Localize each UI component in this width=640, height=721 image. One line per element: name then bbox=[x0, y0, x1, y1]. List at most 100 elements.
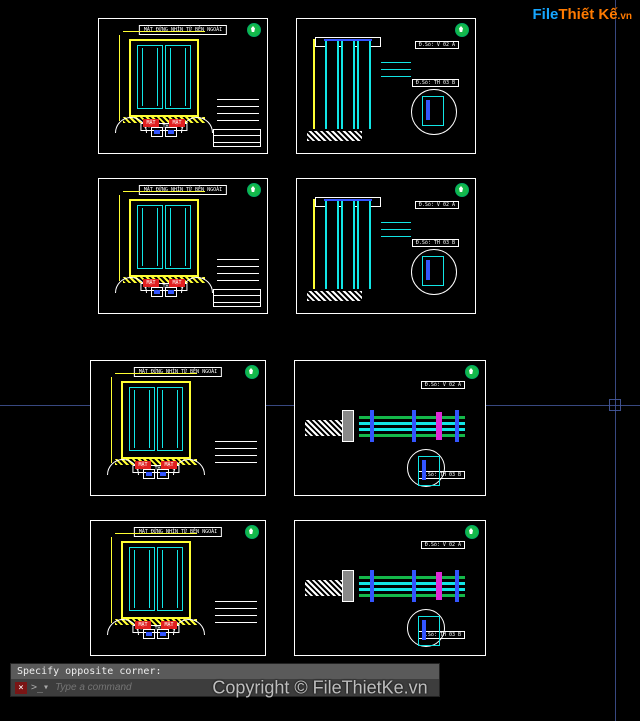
profile-right bbox=[157, 469, 169, 479]
vertical-section: Đ.Số: V 02 A Đ.Số: TH 03 B bbox=[307, 195, 385, 301]
mullion-c bbox=[357, 41, 371, 129]
notes-block bbox=[381, 219, 411, 243]
jamb-block bbox=[342, 570, 354, 602]
profile-left bbox=[143, 469, 155, 479]
notes-block bbox=[217, 96, 259, 127]
profile-right bbox=[157, 629, 169, 639]
section-label-b: Đ.Số: TH 03 B bbox=[412, 239, 459, 247]
swing-tag-left: MẶT bbox=[135, 461, 151, 469]
horizontal-section: Đ.Số: V 02 A Đ.Số: TH 03 B bbox=[305, 379, 475, 481]
mullion-b bbox=[341, 201, 355, 289]
dim-vertical bbox=[313, 199, 319, 289]
plan-swing: MẶT MẶT bbox=[115, 121, 213, 143]
door-leaf-right bbox=[157, 387, 183, 451]
notes-block bbox=[217, 256, 259, 287]
door-elevation: Đ.Số: TH 03 B bbox=[129, 39, 199, 117]
profile-left bbox=[151, 287, 163, 297]
mullion-b bbox=[341, 41, 355, 129]
legend-table bbox=[213, 129, 261, 147]
mullion-a bbox=[325, 41, 339, 129]
section-sheet: Đ.Số: V 02 A Đ.Số: TH 03 B bbox=[294, 360, 486, 496]
dimension-horizontal bbox=[115, 533, 197, 538]
swing-tag-right: MẶT bbox=[169, 119, 185, 127]
mullion-c bbox=[357, 201, 371, 289]
door-elevation: Đ.Số: TH 03 B bbox=[121, 541, 191, 619]
floor-hatch bbox=[307, 131, 362, 141]
crosshair-pickbox bbox=[609, 399, 621, 411]
floor-hatch bbox=[307, 291, 362, 301]
profile-left bbox=[151, 127, 163, 137]
dimension-vertical bbox=[111, 537, 116, 623]
track-rails bbox=[359, 414, 464, 438]
swing-arc-right bbox=[173, 459, 205, 491]
section-label-a: Đ.Số: V 02 A bbox=[421, 541, 465, 549]
door-leaf-left bbox=[129, 547, 155, 611]
notes-block bbox=[215, 438, 257, 469]
crosshair-vertical bbox=[615, 0, 616, 721]
section-label-a: Đ.Số: V 02 A bbox=[415, 201, 459, 209]
profile-left bbox=[143, 629, 155, 639]
swing-tag-left: MẶT bbox=[143, 119, 159, 127]
approval-stamp-icon bbox=[455, 183, 469, 197]
section-label-b: Đ.Số: TH 03 B bbox=[412, 79, 459, 87]
dim-vertical bbox=[313, 39, 319, 129]
section-sheet: Đ.Số: V 02 A Đ.Số: TH 03 B bbox=[296, 18, 476, 154]
dimension-vertical bbox=[111, 377, 116, 463]
section-sheet: Đ.Số: V 02 A Đ.Số: TH 03 B bbox=[294, 520, 486, 656]
section-label-a: Đ.Số: V 02 A bbox=[421, 381, 465, 389]
swing-tag-right: MẶT bbox=[161, 461, 177, 469]
swing-tag-right: MẶT bbox=[169, 279, 185, 287]
profile-right bbox=[165, 127, 177, 137]
notes-block bbox=[215, 598, 257, 629]
approval-stamp-icon bbox=[247, 183, 261, 197]
command-prompt-icon: >_▾ bbox=[31, 682, 49, 693]
notes-block bbox=[381, 59, 411, 83]
track-rails bbox=[359, 574, 464, 598]
elevation-sheet: MẶT ĐỨNG NHÌN TỪ BÊN NGOÀI Đ.Số: TH 03 B… bbox=[98, 178, 268, 314]
swing-arc-right bbox=[181, 277, 213, 309]
door-leaf-left bbox=[137, 205, 163, 269]
door-elevation: Đ.Số: TH 03 B bbox=[121, 381, 191, 459]
plan-swing: MẶT MẶT bbox=[107, 623, 205, 645]
approval-stamp-icon bbox=[245, 365, 259, 379]
dimension-horizontal bbox=[115, 373, 197, 378]
swing-tag-left: MẶT bbox=[135, 621, 151, 629]
section-sheet: Đ.Số: V 02 A Đ.Số: TH 03 B bbox=[296, 178, 476, 314]
swing-tag-right: MẶT bbox=[161, 621, 177, 629]
door-leaf-right bbox=[165, 45, 191, 109]
dimension-vertical bbox=[119, 35, 124, 121]
watermark-logo: FileThiết Kế.vn bbox=[533, 6, 632, 23]
approval-stamp-icon bbox=[455, 23, 469, 37]
legend-table bbox=[213, 289, 261, 307]
swing-arc-right bbox=[173, 619, 205, 651]
dimension-vertical bbox=[119, 195, 124, 281]
watermark-copyright: Copyright © FileThietKe.vn bbox=[212, 678, 427, 699]
horizontal-section: Đ.Số: V 02 A Đ.Số: TH 03 B bbox=[305, 539, 475, 641]
command-close-button[interactable]: × bbox=[15, 682, 27, 694]
elevation-sheet: MẶT ĐỨNG NHÌN TỪ BÊN NGOÀI Đ.Số: TH 03 B… bbox=[90, 360, 266, 496]
approval-stamp-icon bbox=[465, 365, 479, 379]
elevation-sheet: MẶT ĐỨNG NHÌN TỪ BÊN NGOÀI Đ.Số: TH 03 B… bbox=[98, 18, 268, 154]
swing-arc-right bbox=[181, 117, 213, 149]
door-elevation: Đ.Số: TH 03 B bbox=[129, 199, 199, 277]
door-leaf-left bbox=[129, 387, 155, 451]
dimension-horizontal bbox=[123, 31, 205, 36]
door-leaf-right bbox=[157, 547, 183, 611]
model-space-canvas[interactable]: MẶT ĐỨNG NHÌN TỪ BÊN NGOÀI Đ.Số: TH 03 B… bbox=[0, 0, 640, 721]
dimension-horizontal bbox=[123, 191, 205, 196]
elevation-sheet: MẶT ĐỨNG NHÌN TỪ BÊN NGOÀI Đ.Số: TH 03 B… bbox=[90, 520, 266, 656]
approval-stamp-icon bbox=[247, 23, 261, 37]
vertical-section: Đ.Số: V 02 A Đ.Số: TH 03 B bbox=[307, 35, 385, 141]
door-leaf-right bbox=[165, 205, 191, 269]
door-leaf-left bbox=[137, 45, 163, 109]
plan-swing: MẶT MẶT bbox=[107, 463, 205, 485]
plan-swing: MẶT MẶT bbox=[115, 281, 213, 303]
mullion-a bbox=[325, 201, 339, 289]
section-label-a: Đ.Số: V 02 A bbox=[415, 41, 459, 49]
circle-detail bbox=[411, 249, 457, 295]
swing-tag-left: MẶT bbox=[143, 279, 159, 287]
circle-detail bbox=[411, 89, 457, 135]
circle-detail bbox=[407, 449, 445, 487]
approval-stamp-icon bbox=[245, 525, 259, 539]
circle-detail bbox=[407, 609, 445, 647]
